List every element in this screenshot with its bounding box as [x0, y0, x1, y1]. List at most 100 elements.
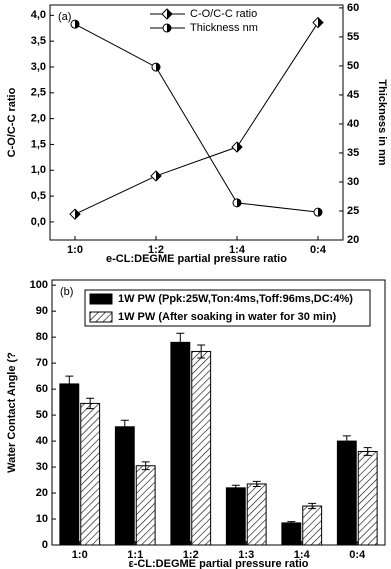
bar	[191, 350, 212, 546]
error-bar	[287, 521, 296, 525]
x-tick-label: 1:0	[72, 549, 88, 561]
error-bar	[342, 435, 351, 447]
y-tick-label: 0	[42, 539, 48, 551]
y-tick-label: 40	[36, 435, 48, 447]
y-tick-label: 10	[36, 513, 48, 525]
bar	[135, 465, 156, 546]
panel-label: (b)	[60, 286, 73, 298]
y2-tick-label: 45	[347, 89, 359, 101]
error-bar	[197, 344, 206, 359]
y-tick-label: 70	[36, 357, 48, 369]
bar	[225, 487, 246, 546]
error-bar	[363, 447, 372, 456]
y-tick-label: 80	[36, 331, 48, 343]
error-bar	[65, 375, 74, 393]
y2-tick-label: 60	[347, 2, 359, 14]
marker-fill	[237, 198, 241, 207]
marker-fill	[318, 17, 323, 28]
y-axis-title: Water Contact Angle (?	[6, 352, 18, 473]
y2-tick-label: 25	[347, 205, 359, 217]
marker-fill	[318, 208, 322, 217]
bar	[59, 383, 80, 546]
x-tick-label: 1:4	[229, 244, 246, 256]
marker	[150, 170, 162, 182]
y2-tick-label: 35	[347, 147, 359, 159]
legend-label: 1W PW (After soaking in water for 30 min…	[118, 311, 337, 323]
x-tick-label: 1:3	[238, 549, 254, 561]
panel-label: (a)	[58, 11, 71, 23]
series-line	[74, 22, 319, 215]
bar	[114, 426, 135, 546]
x-axis-title: ε-CL:DEGME partial pressure ratio	[128, 558, 308, 569]
y-tick-label: 20	[36, 487, 48, 499]
x-tick-label: 1:2	[148, 244, 164, 256]
y2-axis-title: Thickness in nm	[376, 79, 388, 165]
y-tick-label: 2,0	[31, 113, 46, 125]
marker	[312, 16, 324, 29]
bar	[80, 402, 101, 546]
error-bar	[231, 484, 240, 491]
y2-tick-label: 50	[347, 60, 359, 72]
legend-label: Thickness nm	[190, 22, 258, 34]
y-tick-label: 30	[36, 461, 48, 473]
y-tick-label: 2,5	[31, 87, 46, 99]
error-bar	[120, 419, 129, 434]
bar	[336, 440, 357, 546]
legend-swatch	[89, 311, 113, 323]
marker-fill	[75, 209, 80, 220]
x-tick-label: 1:4	[294, 549, 311, 561]
y2-tick-label: 55	[347, 31, 359, 43]
y-tick-label: 100	[30, 279, 48, 291]
y2-tick-label: 30	[347, 176, 359, 188]
marker	[162, 23, 172, 33]
legend-swatch	[89, 293, 113, 305]
marker	[313, 207, 323, 217]
x-tick-label: 1:2	[183, 549, 199, 561]
y-tick-label: 0,5	[31, 190, 46, 202]
plot-frame	[49, 4, 344, 241]
y-tick-label: 1,5	[31, 138, 46, 150]
bar	[357, 450, 378, 546]
marker	[161, 8, 173, 20]
y-tick-label: 3,0	[31, 61, 46, 73]
y2-tick-label: 40	[347, 118, 359, 130]
marker-fill	[75, 20, 79, 29]
error-bar	[252, 480, 261, 488]
y-axis-title: C-O/C-C ratio	[6, 87, 18, 157]
marker-fill	[156, 170, 161, 181]
marker-fill	[156, 63, 160, 72]
marker	[69, 208, 81, 220]
marker	[70, 19, 80, 29]
error-bar	[141, 461, 150, 471]
x-tick-label: 1:0	[67, 244, 83, 256]
series-line	[74, 23, 319, 213]
y-tick-label: 4,0	[31, 9, 46, 21]
error-bar	[308, 502, 317, 510]
x-tick-label: 1:1	[127, 549, 143, 561]
y-tick-label: 0,0	[31, 216, 46, 228]
error-bar	[86, 397, 95, 410]
legend-box	[84, 289, 371, 327]
marker-fill	[167, 24, 171, 32]
bar	[281, 522, 302, 546]
y-tick-label: 90	[36, 305, 48, 317]
y-tick-label: 1,0	[31, 164, 46, 176]
bar	[170, 341, 191, 546]
plot-frame	[51, 279, 386, 546]
x-tick-label: 0:4	[310, 244, 327, 256]
y-tick-label: 60	[36, 383, 48, 395]
bar	[302, 505, 323, 546]
marker	[231, 141, 243, 153]
bar	[246, 483, 267, 546]
marker-fill	[167, 9, 172, 19]
y-tick-label: 50	[36, 409, 48, 421]
x-axis-title: e-CL:DEGME partial pressure ratio	[106, 253, 287, 265]
marker-fill	[237, 142, 242, 153]
error-bar	[176, 332, 185, 352]
legend-label: C-O/C-C ratio	[190, 8, 257, 20]
y-tick-label: 3,5	[31, 35, 46, 47]
x-tick-label: 0:4	[349, 549, 366, 561]
legend-label: 1W PW (Ppk:25W,Ton:4ms,Toff:96ms,DC:4%)	[118, 293, 353, 305]
marker	[232, 198, 242, 208]
